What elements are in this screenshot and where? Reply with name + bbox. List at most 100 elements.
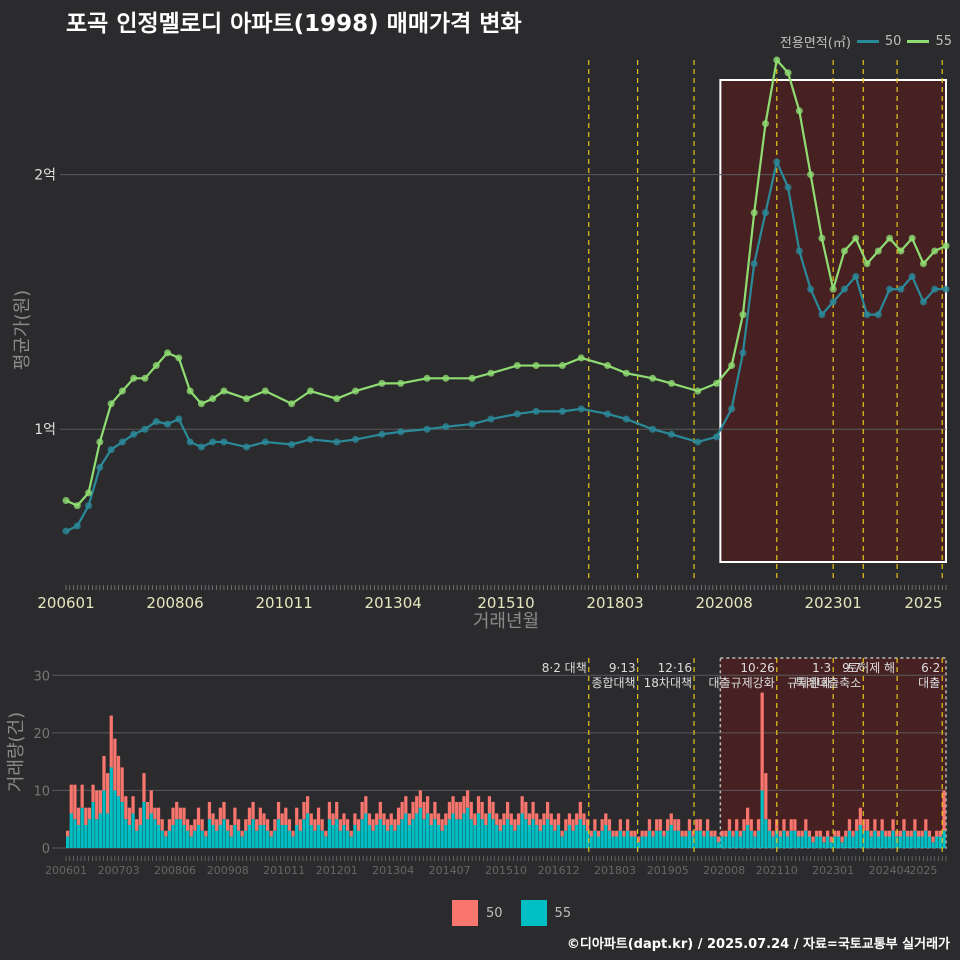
bar-55 bbox=[127, 824, 132, 848]
bar-50 bbox=[866, 819, 870, 831]
bar-55 bbox=[451, 813, 455, 848]
bar-50 bbox=[640, 830, 644, 837]
bar-50 bbox=[106, 773, 110, 814]
bar-50 bbox=[662, 830, 666, 837]
bar-50 bbox=[495, 813, 499, 825]
x-tick-label-bottom: 201905 bbox=[647, 864, 689, 877]
bar-50 bbox=[556, 813, 561, 825]
bar-55 bbox=[473, 824, 477, 848]
bar-50 bbox=[498, 819, 502, 831]
data-point-50 bbox=[919, 298, 927, 306]
data-point-55 bbox=[85, 489, 93, 497]
bar-50 bbox=[887, 830, 892, 837]
data-point-50 bbox=[130, 430, 138, 438]
bar-55 bbox=[876, 836, 881, 848]
x-tick-label-bottom: 201407 bbox=[429, 864, 471, 877]
bar-55 bbox=[229, 836, 233, 848]
bar-50 bbox=[513, 819, 517, 831]
bar-50 bbox=[116, 755, 121, 797]
data-point-55 bbox=[261, 387, 269, 395]
x-tick-label: 2025 bbox=[904, 594, 942, 612]
bar-50 bbox=[829, 836, 833, 843]
bar-50 bbox=[611, 830, 615, 837]
bar-50 bbox=[426, 796, 430, 814]
bar-50 bbox=[891, 819, 895, 831]
bar-50 bbox=[873, 819, 877, 831]
bar-55 bbox=[495, 824, 499, 848]
bar-50 bbox=[226, 819, 230, 831]
bar-55 bbox=[578, 819, 582, 848]
data-point-50 bbox=[818, 311, 826, 319]
x-tick-label-bottom: 200806 bbox=[154, 864, 196, 877]
bar-50 bbox=[655, 819, 659, 831]
data-point-55 bbox=[784, 69, 792, 77]
data-point-55 bbox=[107, 400, 115, 408]
bar-50 bbox=[607, 819, 612, 831]
bar-50 bbox=[233, 807, 237, 825]
data-point-55 bbox=[897, 247, 905, 255]
x-tick-label-bottom: 200703 bbox=[98, 864, 140, 877]
bar-50 bbox=[713, 830, 717, 837]
bar-50 bbox=[149, 790, 153, 814]
data-point-55 bbox=[333, 395, 341, 403]
bar-50 bbox=[906, 830, 910, 837]
bar-55 bbox=[604, 824, 608, 848]
bar-55 bbox=[302, 819, 306, 848]
bar-55 bbox=[469, 819, 473, 848]
bar-55 bbox=[447, 819, 452, 848]
bar-50 bbox=[644, 830, 648, 837]
bar-50 bbox=[346, 819, 350, 831]
bar-55 bbox=[924, 830, 928, 848]
bar-55 bbox=[818, 836, 822, 848]
bar-55 bbox=[898, 836, 902, 848]
data-point-55 bbox=[761, 120, 769, 128]
bar-50 bbox=[942, 790, 946, 831]
bar-55 bbox=[146, 819, 150, 848]
bar-55 bbox=[160, 830, 164, 848]
data-point-50 bbox=[288, 440, 296, 448]
bar-50 bbox=[815, 830, 819, 837]
bar-55 bbox=[902, 830, 906, 848]
bar-50 bbox=[600, 819, 604, 831]
bar-50 bbox=[404, 796, 408, 814]
bar-50 bbox=[229, 824, 233, 837]
bar-55 bbox=[244, 830, 248, 848]
bar-50 bbox=[618, 819, 622, 831]
y-axis-title-bottom: 거래량(건) bbox=[6, 712, 27, 792]
bar-50 bbox=[87, 807, 92, 820]
data-point-50 bbox=[333, 438, 341, 446]
bar-55 bbox=[644, 836, 648, 848]
bar-55 bbox=[767, 830, 772, 848]
bar-50 bbox=[884, 830, 888, 837]
bar-50 bbox=[207, 801, 212, 820]
bar-55 bbox=[316, 824, 321, 848]
data-point-50 bbox=[852, 272, 860, 280]
bar-55 bbox=[815, 836, 819, 848]
data-point-55 bbox=[175, 354, 183, 362]
bar-50 bbox=[855, 819, 859, 831]
bar-50 bbox=[793, 819, 797, 831]
bar-55 bbox=[320, 830, 324, 848]
bar-55 bbox=[822, 842, 826, 848]
bar-50 bbox=[702, 830, 706, 837]
legend-title: 전용면적(㎡) bbox=[779, 36, 851, 51]
bar-55 bbox=[746, 824, 750, 848]
bar-50 bbox=[156, 807, 161, 825]
bar-50 bbox=[313, 819, 317, 831]
data-point-55 bbox=[73, 502, 81, 510]
data-point-55 bbox=[62, 497, 70, 505]
bar-50 bbox=[276, 801, 281, 820]
legend-box-50 bbox=[452, 900, 478, 926]
bar-55 bbox=[222, 819, 226, 848]
bar-55 bbox=[942, 830, 946, 848]
bar-55 bbox=[429, 824, 433, 848]
bar-50 bbox=[487, 796, 492, 814]
data-point-55 bbox=[378, 379, 386, 387]
bar-50 bbox=[615, 830, 619, 837]
bar-50 bbox=[902, 819, 906, 831]
policy-annotation: 9·7 bbox=[842, 661, 861, 675]
data-point-50 bbox=[186, 438, 194, 446]
bar-50 bbox=[178, 807, 182, 820]
bar-50 bbox=[222, 801, 226, 820]
